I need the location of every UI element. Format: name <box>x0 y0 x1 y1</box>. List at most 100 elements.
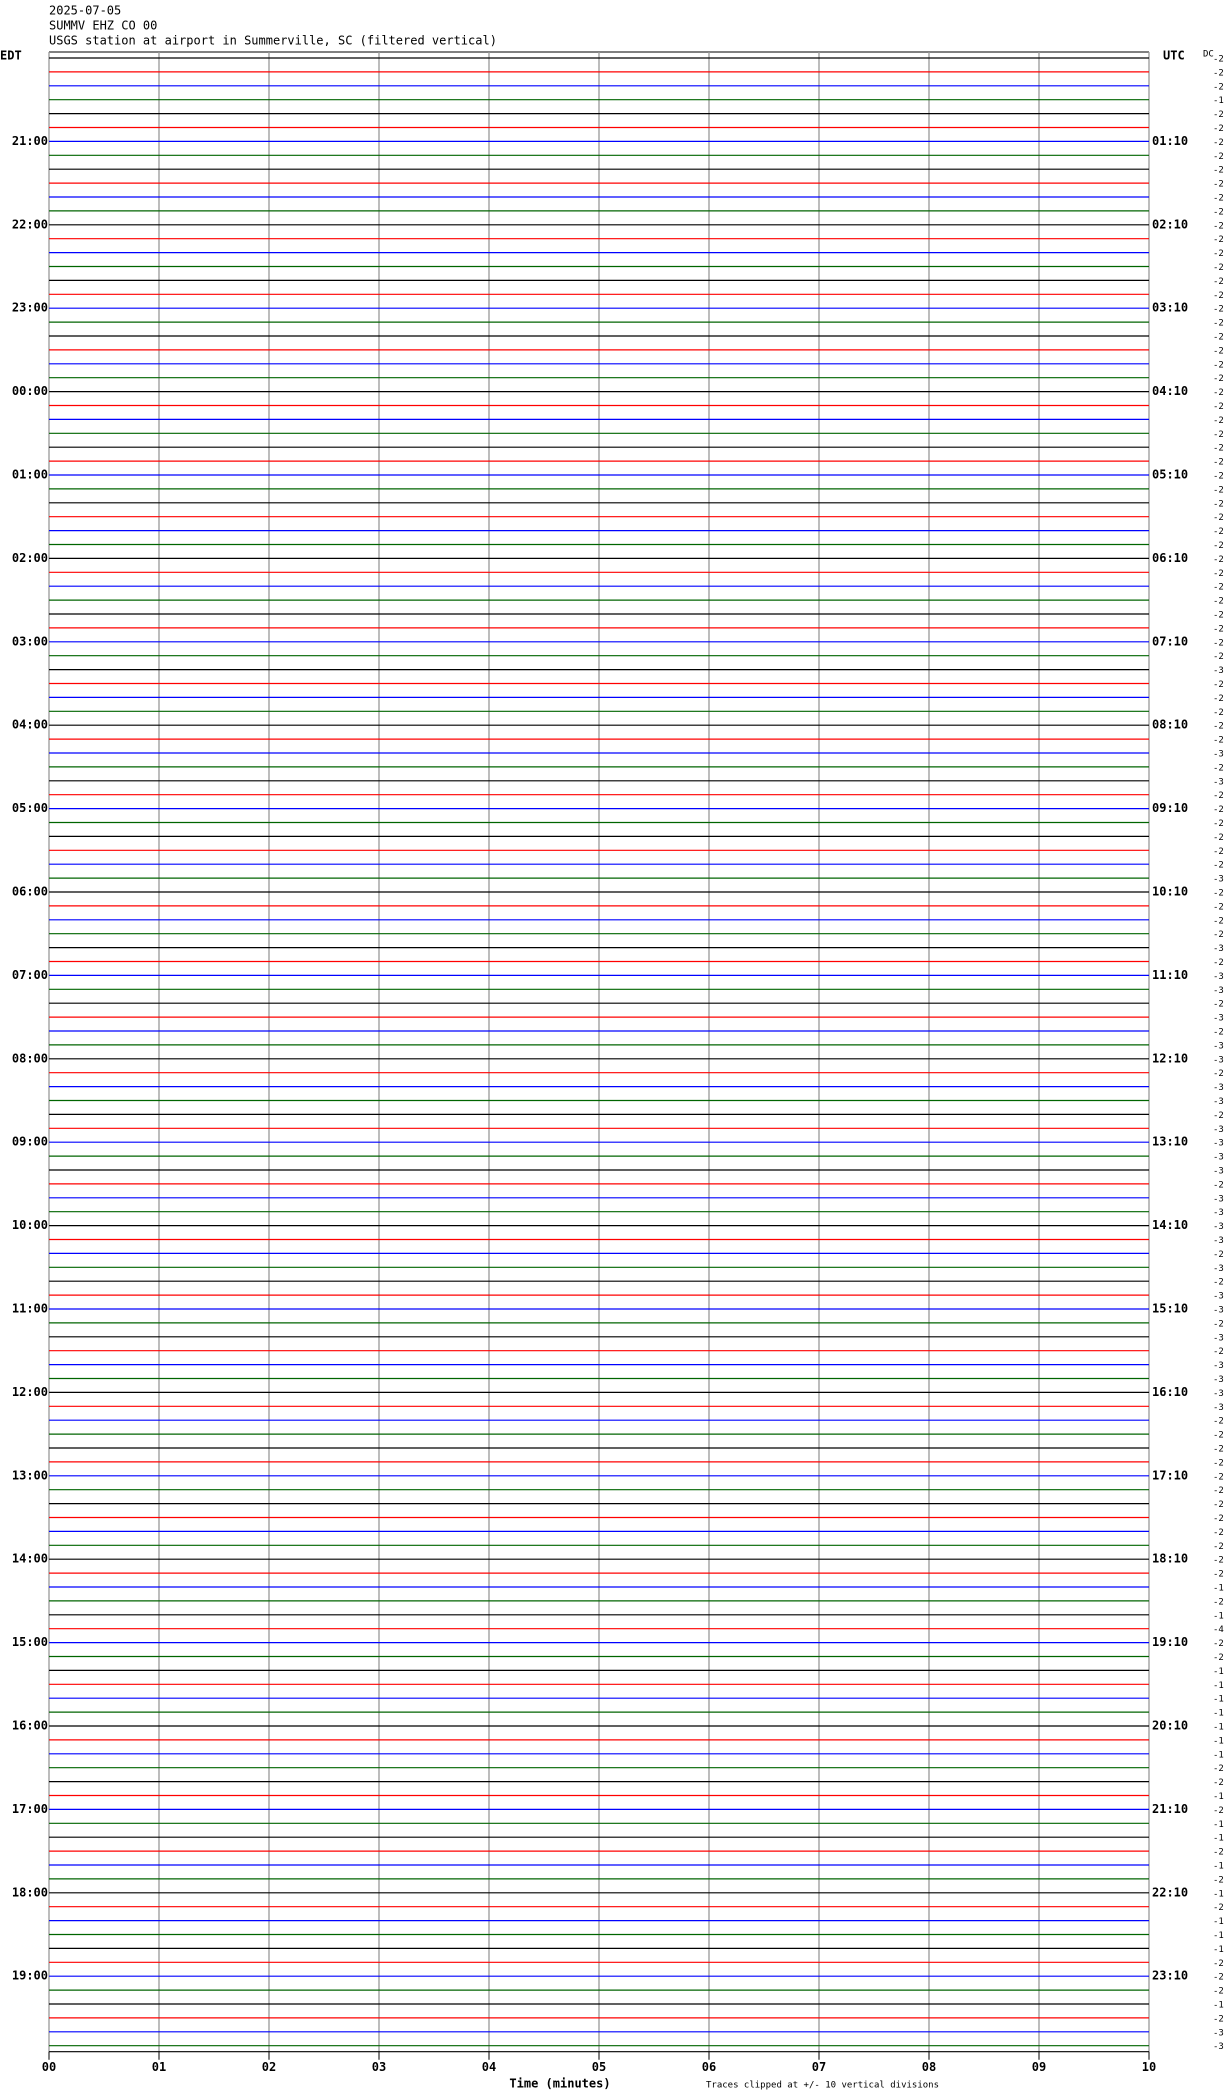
dc-offset: -2 <box>1213 1472 1224 1482</box>
dc-offset: -2 <box>1213 346 1224 356</box>
dc-offset: -2 <box>1213 2014 1224 2024</box>
right-time: 12:10 <box>1152 1051 1188 1065</box>
x-tick-label: 02 <box>262 2060 276 2074</box>
dc-offset: -2 <box>1213 1973 1224 1983</box>
left-time: 16:00 <box>12 1719 48 1733</box>
dc-offset: -3 <box>1213 750 1224 760</box>
right-time: 21:10 <box>1152 1802 1188 1816</box>
right-time: 04:10 <box>1152 384 1188 398</box>
right-time: 15:10 <box>1152 1302 1188 1316</box>
dc-offset: -2 <box>1213 791 1224 801</box>
dc-offset: -2 <box>1213 485 1224 495</box>
right-time: 05:10 <box>1152 468 1188 482</box>
dc-offset: -1 <box>1213 1667 1224 1677</box>
x-tick-label: 01 <box>152 2060 166 2074</box>
dc-offset: -3 <box>1213 1167 1224 1177</box>
dc-offset: -2 <box>1213 1542 1224 1552</box>
left-time: 04:00 <box>12 718 48 732</box>
dc-offset: -2 <box>1213 958 1224 968</box>
dc-offset: -2 <box>1213 1806 1224 1816</box>
right-time: 17:10 <box>1152 1468 1188 1482</box>
left-time: 13:00 <box>12 1468 48 1482</box>
x-tick-label: 08 <box>922 2060 936 2074</box>
dc-offset: -2 <box>1213 1653 1224 1663</box>
right-time: 13:10 <box>1152 1135 1188 1149</box>
dc-offset: -2 <box>1213 1111 1224 1121</box>
dc-offset: -2 <box>1213 638 1224 648</box>
dc-offset: -2 <box>1213 152 1224 162</box>
station: SUMMV EHZ CO 00 <box>49 19 157 33</box>
dc-offset: -2 <box>1213 819 1224 829</box>
dc-offset: -2 <box>1213 1500 1224 1510</box>
dc-offset: -3 <box>1213 1097 1224 1107</box>
dc-offset: -2 <box>1213 207 1224 217</box>
dc-offset: -2 <box>1213 472 1224 482</box>
dc-offset: -3 <box>1213 777 1224 787</box>
dc-offset: -2 <box>1213 889 1224 899</box>
dc-offset: -2 <box>1213 1250 1224 1260</box>
dc-offset: -1 <box>1213 1611 1224 1621</box>
left-time: 02:00 <box>12 551 48 565</box>
dc-offset: -2 <box>1213 110 1224 120</box>
dc-offset: -3 <box>1213 1208 1224 1218</box>
dc-offset: -2 <box>1213 333 1224 343</box>
dc-offset: -3 <box>1213 1264 1224 1274</box>
dc-offset: -3 <box>1213 1389 1224 1399</box>
dc-offset: -2 <box>1213 902 1224 912</box>
dc-offset: -3 <box>1213 1055 1224 1065</box>
dc-offset: -2 <box>1213 763 1224 773</box>
x-tick-label: 06 <box>702 2060 716 2074</box>
left-time: 08:00 <box>12 1051 48 1065</box>
dc-offset: -2 <box>1213 583 1224 593</box>
left-time: 10:00 <box>12 1218 48 1232</box>
dc-offset: -2 <box>1213 833 1224 843</box>
dc-offset: -2 <box>1213 569 1224 579</box>
right-time: 09:10 <box>1152 801 1188 815</box>
right-time: 14:10 <box>1152 1218 1188 1232</box>
dc-offset: -2 <box>1213 166 1224 176</box>
dc-offset: -2 <box>1213 861 1224 871</box>
dc-offset: -2 <box>1213 1180 1224 1190</box>
dc-offset: -2 <box>1213 1903 1224 1913</box>
dc-offset: -2 <box>1213 708 1224 718</box>
dc-offset: -2 <box>1213 319 1224 329</box>
dc-offset: -3 <box>1213 1333 1224 1343</box>
dc-offset: -2 <box>1213 263 1224 273</box>
dc-offset: -1 <box>1213 1889 1224 1899</box>
description: USGS station at airport in Summerville, … <box>49 34 497 48</box>
x-tick-label: 09 <box>1032 2060 1046 2074</box>
dc-offset: -2 <box>1213 624 1224 634</box>
dc-offset: -2 <box>1213 124 1224 134</box>
dc-offset: -2 <box>1213 249 1224 259</box>
dc-offset: -2 <box>1213 736 1224 746</box>
dc-offset: -2 <box>1213 1875 1224 1885</box>
dc-offset: -2 <box>1213 277 1224 287</box>
right-time: 11:10 <box>1152 968 1188 982</box>
dc-offset: -3 <box>1213 1403 1224 1413</box>
dc-offset: -2 <box>1213 722 1224 732</box>
left-time: 01:00 <box>12 468 48 482</box>
dc-offset: -2 <box>1213 402 1224 412</box>
x-axis-label: Time (minutes) <box>509 2077 610 2091</box>
dc-offset: -1 <box>1213 1931 1224 1941</box>
right-time: 07:10 <box>1152 634 1188 648</box>
dc-offset: -3 <box>1213 1222 1224 1232</box>
right-axis-label: UTC <box>1163 49 1185 63</box>
left-time: 03:00 <box>12 634 48 648</box>
dc-offset: -2 <box>1213 1556 1224 1566</box>
dc-offset: -3 <box>1213 1361 1224 1371</box>
left-time: 05:00 <box>12 801 48 815</box>
left-time: 23:00 <box>12 301 48 315</box>
dc-offset: -2 <box>1213 513 1224 523</box>
dc-offset: -2 <box>1213 1764 1224 1774</box>
dc-offset: -2 <box>1213 305 1224 315</box>
dc-offset: -2 <box>1213 1570 1224 1580</box>
dc-offset: -3 <box>1213 944 1224 954</box>
dc-offset: -2 <box>1213 1028 1224 1038</box>
x-tick-label: 03 <box>372 2060 386 2074</box>
left-time: 21:00 <box>12 134 48 148</box>
left-time: 17:00 <box>12 1802 48 1816</box>
dc-offset: -3 <box>1213 1014 1224 1024</box>
dc-offset: -2 <box>1213 694 1224 704</box>
